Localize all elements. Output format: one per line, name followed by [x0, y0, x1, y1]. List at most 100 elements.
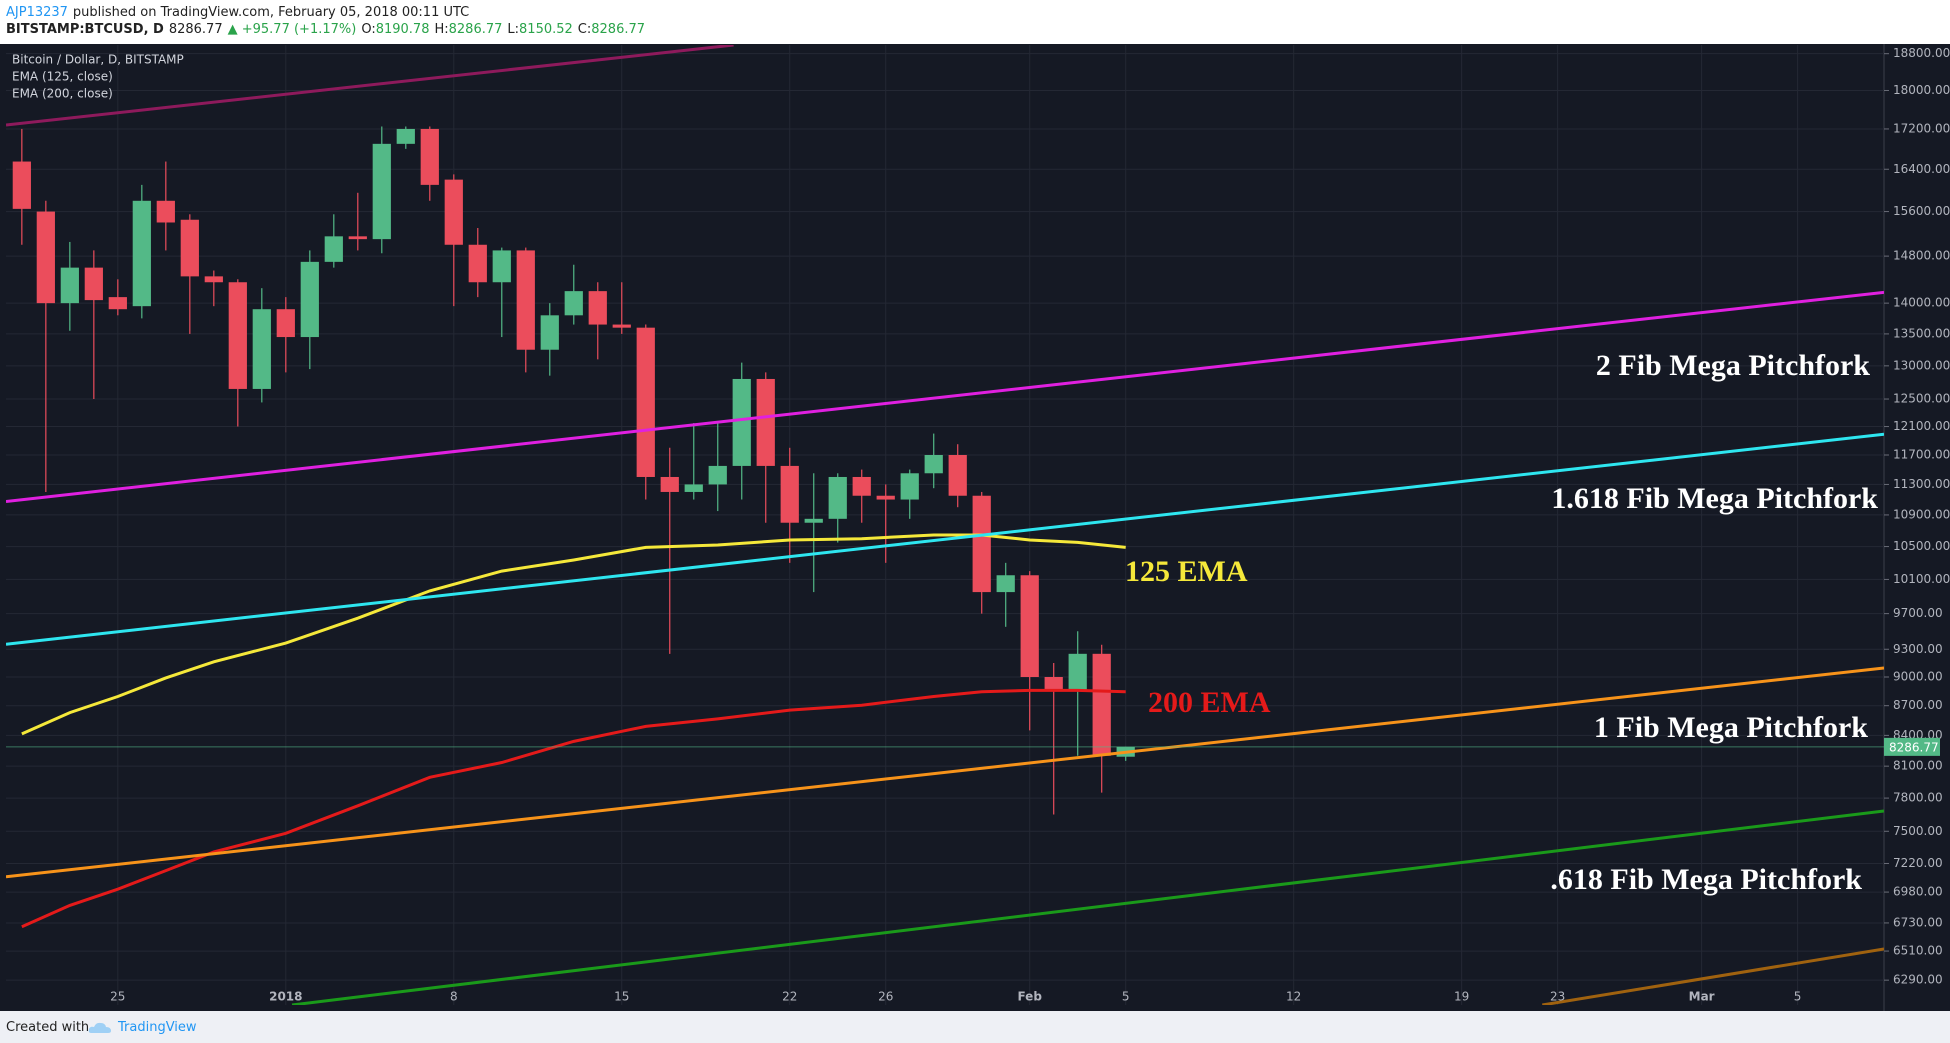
y-tick-label: 14800.00: [1893, 249, 1950, 263]
symbol: BITSTAMP:BTCUSD, D: [6, 22, 164, 37]
brand[interactable]: TradingView: [118, 1020, 197, 1035]
y-tick-label: 9000.00: [1893, 670, 1943, 684]
candle-body: [60, 267, 79, 304]
y-tick-label: 6730.00: [1893, 915, 1943, 929]
x-tick-label: 5: [1122, 990, 1130, 1004]
candle-body: [396, 128, 415, 144]
ohlc-value: 8286.77: [448, 22, 503, 37]
ohlc-value: 8286.77: [591, 22, 646, 37]
y-tick-label: 16400.00: [1893, 162, 1950, 176]
candle-body: [156, 200, 175, 223]
candle-body: [180, 219, 199, 277]
indicator-line: [21, 688, 1126, 929]
candle-body: [684, 484, 703, 492]
header-line: AJP13237 published on TradingView.com, Fe…: [6, 5, 474, 20]
candle-body: [1092, 653, 1111, 756]
y-tick-label: 6980.00: [1893, 885, 1943, 899]
y-tick-label: 18000.00: [1893, 83, 1950, 97]
candle-body: [660, 476, 679, 492]
candle-body: [876, 495, 895, 500]
candle-body: [276, 309, 295, 338]
y-tick-label: 7800.00: [1893, 791, 1943, 805]
candle-body: [828, 476, 847, 519]
x-tick-label: 2018: [269, 990, 302, 1004]
ohlc-label: C:: [577, 22, 592, 37]
y-tick-label: 8700.00: [1893, 698, 1943, 712]
x-tick-label: Feb: [1017, 990, 1042, 1004]
candle-body: [564, 291, 583, 316]
x-tick-label: 12: [1286, 990, 1301, 1004]
y-tick-label: 10100.00: [1893, 572, 1950, 586]
ohlc-value: 8190.78: [375, 22, 430, 37]
x-tick-label: 19: [1454, 990, 1469, 1004]
x-tick-label: 25: [110, 990, 125, 1004]
x-tick-label: 8: [450, 990, 458, 1004]
brand-logo: [88, 1022, 111, 1033]
candle-body: [612, 324, 631, 328]
y-tick-label: 13500.00: [1893, 326, 1950, 340]
y-tick-label: 15600.00: [1893, 204, 1950, 218]
x-tick-label: 22: [782, 990, 797, 1004]
y-tick-label: 6510.00: [1893, 944, 1943, 958]
pitchfork-line: [6, 666, 1884, 879]
candle-body: [12, 161, 31, 209]
candle-body: [1068, 653, 1087, 692]
pitchfork-line: [1542, 947, 1884, 1005]
candle-body: [756, 378, 775, 466]
candle-body: [540, 315, 559, 350]
y-tick-label: 11300.00: [1893, 477, 1950, 491]
legend-entry: EMA (125, close): [12, 70, 113, 84]
candle-body: [228, 282, 247, 389]
y-tick-label: 10900.00: [1893, 507, 1950, 521]
candle-body: [588, 291, 607, 325]
candle-body: [132, 200, 151, 307]
annotation: .618 Fib Mega Pitchfork: [1550, 863, 1862, 896]
y-tick-label: 9700.00: [1893, 606, 1943, 620]
candle-body: [348, 236, 367, 240]
legend-entry: EMA (200, close): [12, 87, 113, 101]
candle-body: [252, 309, 271, 389]
candle-body: [204, 276, 223, 283]
candle-body: [444, 179, 463, 245]
pitchfork-line: [6, 432, 1884, 646]
last-price-label: 8286.77: [1889, 740, 1939, 754]
candle-body: [804, 518, 823, 523]
x-tick-label: 26: [878, 990, 893, 1004]
y-tick-label: 7500.00: [1893, 824, 1943, 838]
ohlc-label: O:: [361, 22, 376, 37]
candle-body: [852, 476, 871, 496]
created-with: Created with: [6, 1020, 90, 1035]
candle-body: [924, 454, 943, 474]
chart-title: Bitcoin / Dollar, D, BITSTAMP: [12, 53, 184, 67]
candle-body: [108, 297, 127, 310]
annotation: 1.618 Fib Mega Pitchfork: [1551, 482, 1878, 515]
candle-body: [972, 495, 991, 593]
x-tick-label: 15: [614, 990, 629, 1004]
y-tick-label: 12500.00: [1893, 392, 1950, 406]
header-line: BITSTAMP:BTCUSD, D 8286.77 ▲ +95.77 (+1.17…: [6, 22, 650, 37]
candle-body: [36, 211, 55, 304]
y-tick-label: 10500.00: [1893, 539, 1950, 553]
candle-body: [300, 261, 319, 338]
candle-body: [780, 465, 799, 523]
annotation: 2 Fib Mega Pitchfork: [1596, 349, 1870, 382]
y-tick-label: 7220.00: [1893, 856, 1943, 870]
x-tick-label: 5: [1794, 990, 1802, 1004]
footer: Created with TradingView: [0, 1011, 1950, 1043]
y-tick-label: 11700.00: [1893, 447, 1950, 461]
pitchfork-line: [6, 290, 1884, 503]
candle-body: [1044, 677, 1063, 692]
candle-body: [996, 575, 1015, 593]
candle-body: [948, 454, 967, 496]
author-link[interactable]: AJP13237: [6, 5, 68, 20]
axes: 18800.00 18000.00 17200.00 16400.00 15600.00…: [110, 46, 1950, 1003]
y-tick-label: 8100.00: [1893, 759, 1943, 773]
ohlc-label: H:: [434, 22, 449, 37]
y-tick-label: 14000.00: [1893, 296, 1950, 310]
ohlc-value: 8150.52: [519, 22, 573, 37]
header: AJP13237 published on TradingView.com, Fe…: [0, 0, 1950, 44]
candle-body: [492, 250, 511, 283]
y-tick-label: 9300.00: [1893, 642, 1943, 656]
candle-body: [900, 473, 919, 500]
